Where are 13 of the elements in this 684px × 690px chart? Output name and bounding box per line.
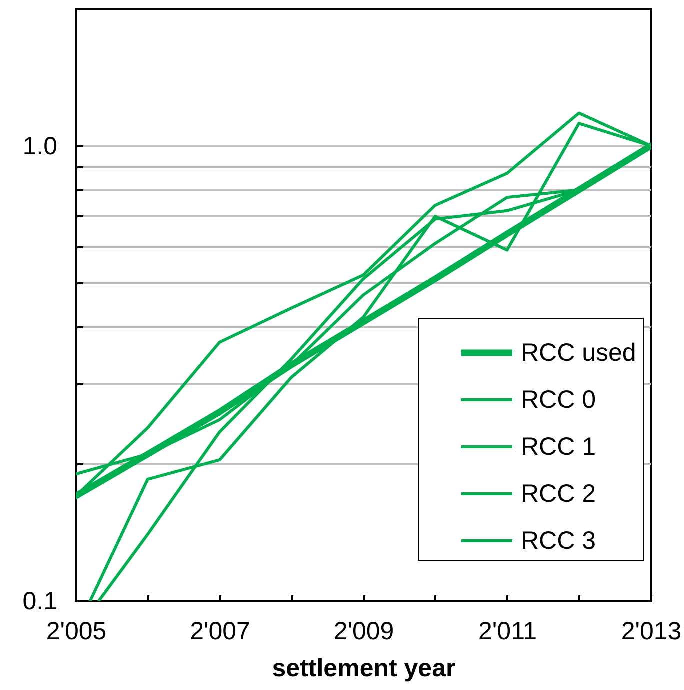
y-tick-label: 1.0 (22, 132, 58, 160)
x-tick-label: 2'013 (621, 618, 682, 646)
legend-label: RCC used (521, 339, 636, 367)
legend-label: RCC 3 (521, 527, 596, 555)
x-tick-label: 2'005 (46, 618, 107, 646)
x-tick-label: 2'009 (334, 618, 394, 646)
x-tick-label: 2'011 (478, 618, 538, 646)
x-tick-label: 2'007 (190, 618, 250, 646)
legend-label: RCC 2 (521, 480, 596, 508)
legend-label: RCC 1 (521, 433, 596, 461)
y-tick-label: 0.1 (22, 588, 58, 616)
x-axis-title: settlement year (272, 654, 456, 682)
legend-label: RCC 0 (521, 386, 596, 414)
